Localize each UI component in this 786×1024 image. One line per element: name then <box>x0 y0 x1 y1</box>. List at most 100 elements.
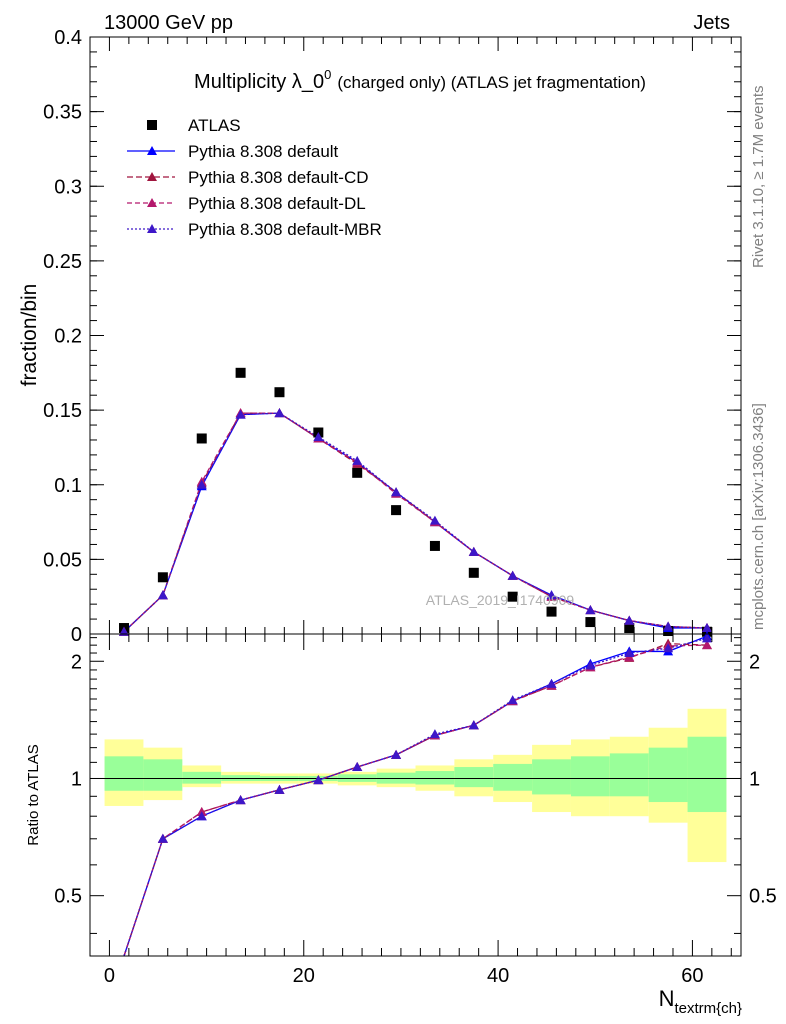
uncertainty-band-inner <box>570 756 610 797</box>
ratio-data-point <box>701 640 712 650</box>
mc-data-point <box>429 515 440 525</box>
ratio-data-point <box>507 695 518 705</box>
legend-label: Pythia 8.308 default-CD <box>188 168 369 187</box>
main-series-line <box>123 412 708 633</box>
ratio-data-point <box>196 811 207 821</box>
x-axis-label-sub: textrm{ch} <box>674 1000 742 1017</box>
main-y-tick-label: 0.4 <box>54 27 82 49</box>
main-y-tick-label: 0 <box>71 624 82 646</box>
rivet-version-label: Rivet 3.1.10, ≥ 1.7M events <box>750 86 767 269</box>
atlas-data-point <box>429 540 440 551</box>
main-y-tick-label: 0.1 <box>54 475 82 497</box>
uncertainty-band-inner <box>415 771 455 785</box>
legend-label: Pythia 8.308 default-DL <box>188 194 366 213</box>
ratio-series-line <box>123 642 708 957</box>
main-series-line <box>123 412 707 633</box>
ratio-y-tick-label-right: 1 <box>749 768 760 790</box>
ratio-data-point <box>624 648 635 658</box>
mc-data-point <box>468 546 479 556</box>
main-y-tick-label: 0.35 <box>43 102 82 124</box>
mc-data-point <box>274 408 285 418</box>
uncertainty-band-inner <box>454 767 494 788</box>
ratio-y-axis-label: Ratio to ATLAS <box>25 744 42 845</box>
ratio-data-point <box>701 633 712 643</box>
legend-marker <box>147 198 157 207</box>
main-y-axis-label: fraction/bin <box>18 284 41 387</box>
uncertainty-band-inner <box>182 771 222 784</box>
ratio-data-point <box>585 660 596 670</box>
ratio-data-point <box>235 795 246 805</box>
mc-data-point <box>235 409 246 419</box>
mc-data-point <box>507 570 518 580</box>
ratio-data-point <box>391 749 402 759</box>
category-label: Jets <box>693 12 730 34</box>
uncertainty-band-inner <box>648 747 688 803</box>
legend-marker <box>147 146 157 155</box>
x-tick-label: 0 <box>104 965 115 987</box>
main-y-tick-label: 0.3 <box>54 176 82 198</box>
ratio-axes: 0.5 0.51 12 20 20 40 60 <box>54 634 777 987</box>
uncertainty-band-inner <box>104 756 144 791</box>
uncertainty-band-inner <box>609 753 649 797</box>
legend-marker <box>147 120 157 130</box>
x-axis-label: Ntextrm{ch} <box>659 986 742 1017</box>
atlas-data-point <box>274 387 285 398</box>
main-y-tick-label: 0.15 <box>43 400 82 422</box>
main-y-tick-label: 0.2 <box>54 326 82 348</box>
mc-data-point <box>391 487 402 497</box>
title-main: Multiplicity λ_0 <box>194 71 324 93</box>
main-y-tick-label: 0.25 <box>43 251 82 273</box>
main-series-line <box>123 412 708 633</box>
legend-marker <box>147 172 157 181</box>
mc-data-point <box>585 605 596 615</box>
ratio-data-point <box>663 643 674 653</box>
ratio-data-point <box>429 729 440 739</box>
ratio-series-line <box>123 637 708 957</box>
main-y-tick-label: 0.05 <box>43 549 82 571</box>
source-label: mcplots.cern.ch [arXiv:1306.3436] <box>750 403 767 630</box>
mc-data-point <box>624 615 635 625</box>
ratio-data-point <box>274 784 285 794</box>
legend-label: Pythia 8.308 default-MBR <box>188 220 382 239</box>
energy-label: 13000 GeV pp <box>104 12 233 34</box>
x-axis-label-main: N <box>659 986 675 1011</box>
ratio-y-tick-label: 1 <box>71 768 82 790</box>
atlas-data-point <box>585 617 596 628</box>
atlas-data-point <box>546 606 557 617</box>
ratio-y-tick-label: 2 <box>71 651 82 673</box>
mc-data-point <box>352 455 363 465</box>
ratio-data-point <box>157 833 168 843</box>
x-tick-label: 60 <box>681 965 703 987</box>
ratio-series-line <box>123 644 708 957</box>
chart-title: Multiplicity λ_00 (charged only) (ATLAS j… <box>194 67 646 93</box>
ratio-data-marks <box>90 631 741 957</box>
ratio-y-tick-label-right: 0.5 <box>749 886 777 908</box>
mc-data-point <box>701 623 712 633</box>
mc-data-point <box>663 621 674 631</box>
analysis-watermark: ATLAS_2019_I1740909 <box>426 592 575 608</box>
ratio-data-point <box>313 775 324 785</box>
legend-label: Pythia 8.308 default <box>188 142 339 161</box>
title-rest: (charged only) (ATLAS jet fragmentation) <box>337 73 646 92</box>
uncertainty-band-inner <box>143 759 183 791</box>
ratio-data-point <box>468 720 479 730</box>
uncertainty-band-inner <box>687 736 727 813</box>
ratio-data-point <box>352 762 363 772</box>
mc-data-point <box>546 590 557 600</box>
atlas-data-point <box>468 567 479 578</box>
legend-marker <box>147 224 157 233</box>
uncertainty-band-inner <box>493 763 533 791</box>
atlas-data-point <box>157 572 168 583</box>
atlas-data-point <box>352 467 363 478</box>
main-axes: 0 0.05 0.1 0.15 0.2 0.25 0.3 0.35 0.4 <box>43 27 741 646</box>
atlas-data-point <box>624 623 635 634</box>
ratio-panel: 0.5 0.51 12 20 20 40 60 Ratio to ATLAS Ntextrm… <box>25 631 777 1017</box>
title-superscript: 0 <box>324 67 331 82</box>
legend: ATLAS Pythia 8.308 default Pythia 8.308 de… <box>127 116 382 239</box>
atlas-data-point <box>196 433 207 444</box>
mc-data-point <box>313 431 324 441</box>
legend-label: ATLAS <box>188 116 241 135</box>
uncertainty-band-inner <box>532 759 571 795</box>
atlas-data-point <box>507 591 518 602</box>
